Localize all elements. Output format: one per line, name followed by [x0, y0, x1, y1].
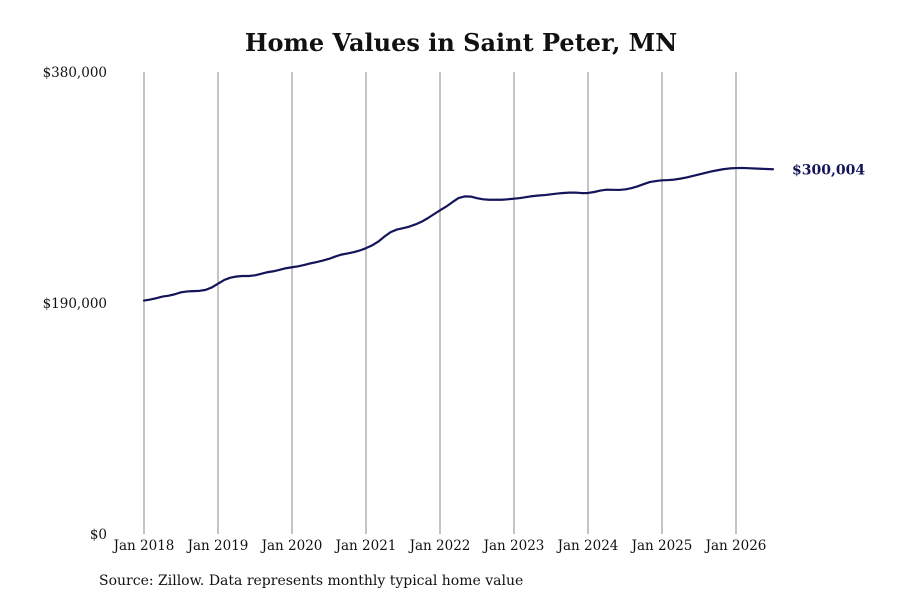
x-tick-label: Jan 2020 [260, 538, 323, 554]
x-tick-label: Jan 2025 [630, 538, 693, 554]
x-tick-label: Jan 2023 [482, 538, 545, 554]
x-tick-label: Jan 2021 [334, 538, 397, 554]
x-axis-tick-labels: Jan 2018 Jan 2019 Jan 2020 Jan 2021 Jan 2022… [112, 538, 767, 554]
x-tick-label: Jan 2019 [186, 538, 249, 554]
x-tick-label: Jan 2022 [408, 538, 471, 554]
y-tick-label: $190,000 [43, 296, 107, 312]
x-tick-label: Jan 2026 [704, 538, 767, 554]
series-line [142, 166, 775, 302]
y-tick-label: $380,000 [43, 65, 107, 81]
x-tick-label: Jan 2018 [112, 538, 175, 554]
source-note: Source: Zillow. Data represents monthly … [99, 573, 524, 589]
x-tick-label: Jan 2024 [556, 538, 619, 554]
chart-title: Home Values in Saint Peter, MN [244, 28, 678, 57]
y-axis-tick-labels: $0 $190,000 $380,000 [43, 65, 107, 543]
vertical-gridlines [143, 72, 737, 534]
end-value-label: $300,004 [792, 162, 865, 178]
annotation-layer: $300,004 [792, 162, 865, 178]
y-tick-label: $0 [90, 527, 107, 543]
series-layer [142, 166, 775, 302]
